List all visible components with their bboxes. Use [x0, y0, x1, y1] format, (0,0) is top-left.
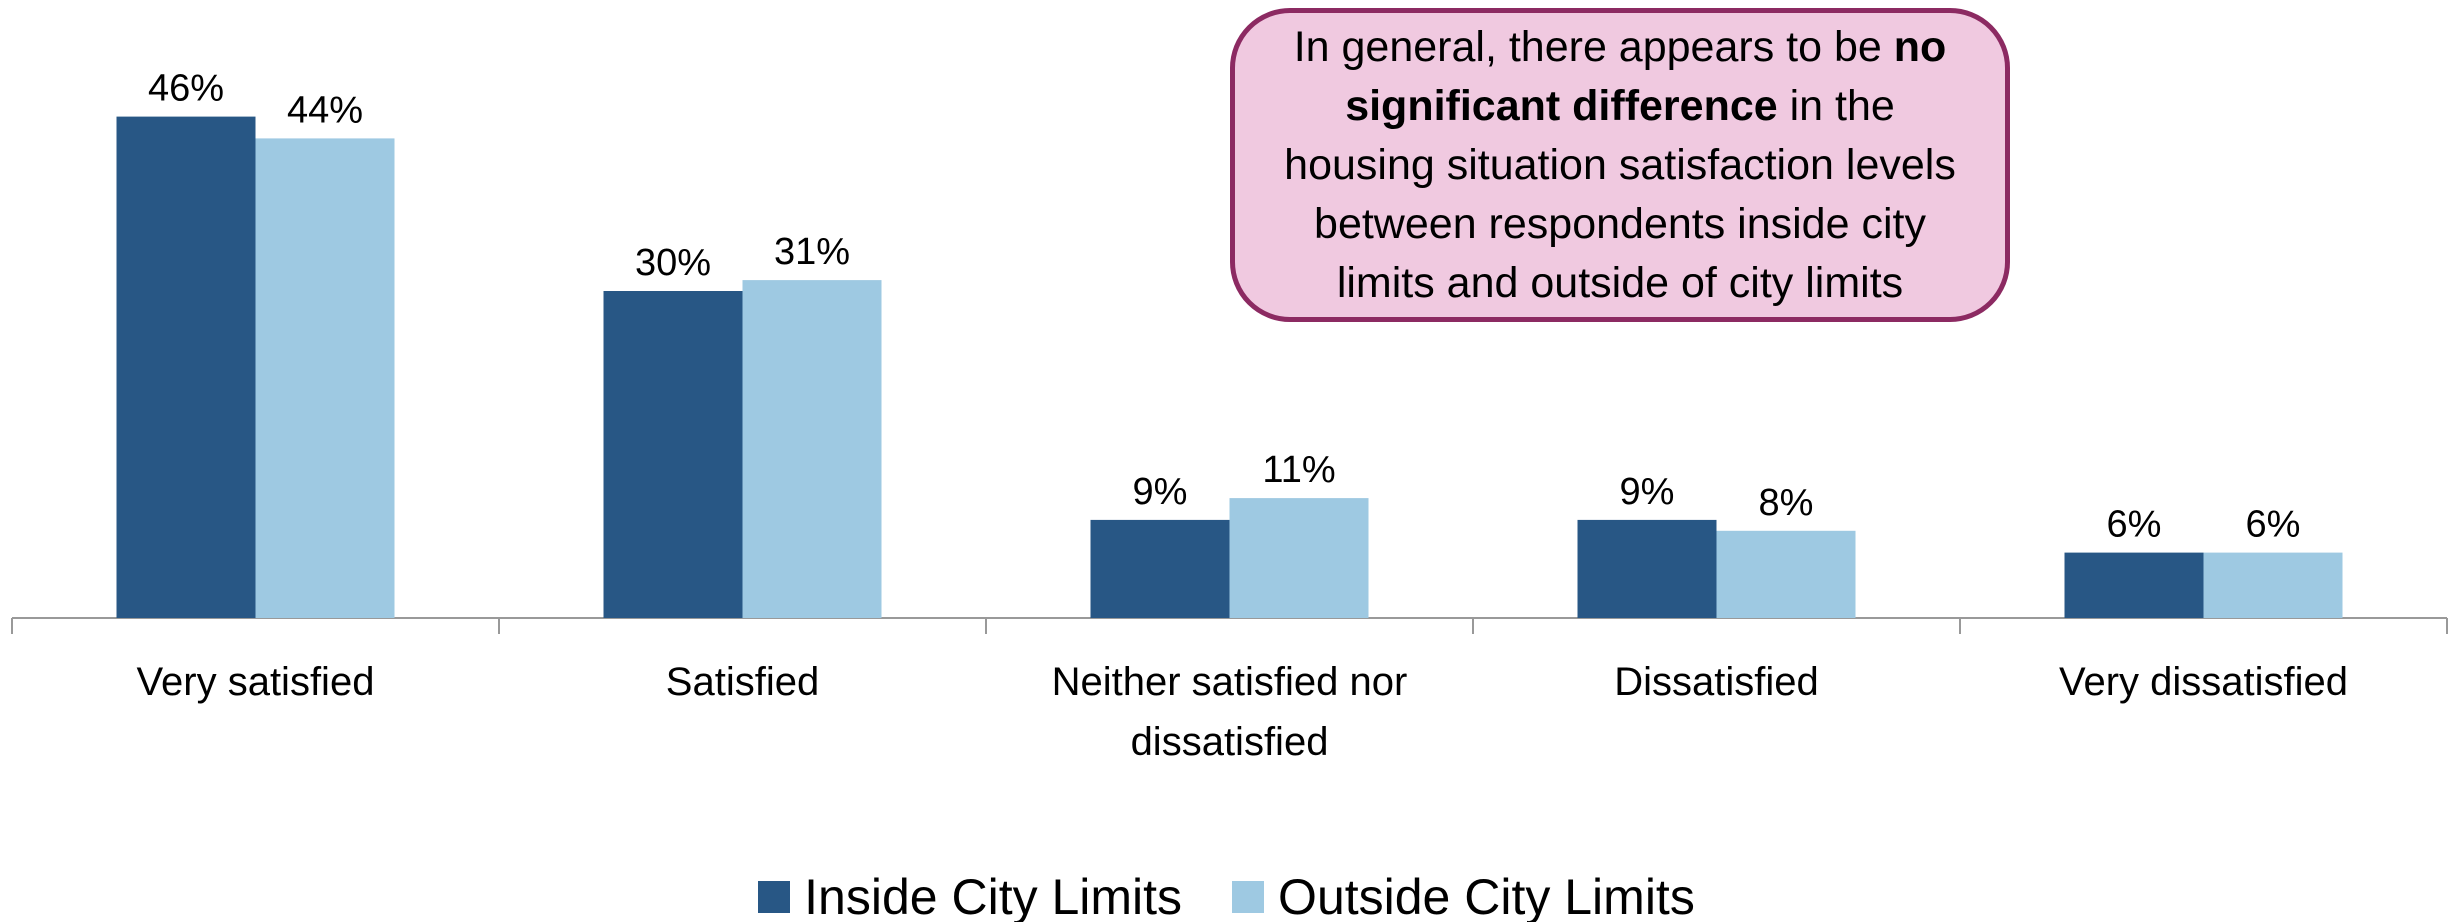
- data-label: 44%: [287, 89, 363, 131]
- annotation-text: In general, there appears to be no signi…: [1275, 18, 1965, 313]
- bar: [2064, 552, 2204, 618]
- data-label: 9%: [1620, 471, 1675, 513]
- bar: [116, 116, 256, 618]
- bar: [1090, 519, 1230, 618]
- bar: [1716, 530, 1856, 618]
- legend: Inside City Limits Outside City Limits: [0, 868, 2453, 922]
- bar: [255, 138, 395, 618]
- data-label: 31%: [774, 231, 850, 273]
- annotation-emphasis: no significant difference: [1345, 22, 1947, 130]
- data-label: 9%: [1133, 471, 1188, 513]
- annotation: In general, there appears to be no signi…: [1230, 8, 2010, 322]
- data-label: 6%: [2246, 504, 2301, 546]
- x-tick-label: Dissatisfied: [1614, 660, 1819, 704]
- bar: [2203, 552, 2343, 618]
- legend-label: Outside City Limits: [1278, 869, 1695, 922]
- annotation-part: in the housing situation satisfaction le…: [1284, 81, 1956, 307]
- x-tick-label: Very satisfied: [136, 660, 375, 704]
- bar: [742, 280, 882, 618]
- data-label: 30%: [635, 242, 711, 284]
- data-label: 6%: [2107, 504, 2162, 546]
- x-tick-label: Very dissatisfied: [2058, 660, 2349, 704]
- bar: [603, 291, 743, 618]
- data-label: 11%: [1262, 449, 1335, 491]
- x-tick-label: Satisfied: [665, 660, 820, 704]
- data-label: 8%: [1759, 482, 1814, 524]
- legend-label: Inside City Limits: [804, 869, 1183, 922]
- annotation-part: In general, there appears to be: [1293, 22, 1894, 71]
- bar: [1577, 519, 1717, 618]
- legend-swatch: [758, 881, 791, 913]
- data-label: 46%: [148, 68, 224, 110]
- legend-item: Outside City Limits: [1232, 868, 1695, 922]
- bar: [1229, 498, 1369, 618]
- legend-item: Inside City Limits: [758, 868, 1182, 922]
- x-tick-label: Neither satisfied nor dissatisfied: [1051, 660, 1408, 764]
- legend-swatch: [1232, 881, 1265, 913]
